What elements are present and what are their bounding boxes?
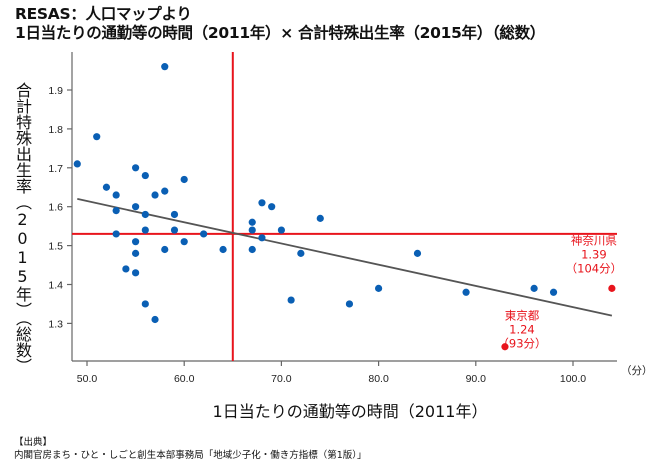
data-point	[413, 249, 422, 257]
source-label: 【出典】	[14, 437, 53, 448]
data-point	[287, 296, 295, 304]
chart-title-line1: RESAS：人口マップより	[15, 5, 192, 23]
data-point	[102, 183, 111, 191]
data-point	[132, 164, 140, 172]
data-point	[268, 203, 276, 211]
y-tick-label: 1.7	[48, 163, 63, 175]
data-point	[462, 288, 470, 296]
data-point	[297, 249, 305, 257]
highlight-value: 1.24	[509, 323, 535, 337]
data-point	[549, 288, 558, 296]
data-point	[112, 230, 120, 238]
x-tick-label: 50.0	[77, 373, 98, 385]
data-point	[93, 133, 101, 141]
data-point	[345, 300, 354, 308]
data-point	[180, 175, 188, 184]
y-tick-label: 1.5	[48, 241, 63, 253]
data-point	[151, 315, 159, 324]
data-point	[170, 226, 179, 234]
data-point	[132, 269, 140, 277]
y-tick-label: 1.8	[48, 124, 63, 136]
x-tick-label: 60.0	[174, 373, 195, 385]
data-point	[316, 214, 324, 222]
highlight-time: （104分）	[566, 261, 622, 275]
x-tick-label: 100.0	[560, 373, 586, 385]
data-point	[73, 160, 81, 168]
data-point	[141, 226, 149, 234]
y-tick-label: 1.6	[48, 202, 63, 214]
data-point	[200, 230, 208, 238]
x-tick-label: 70.0	[271, 373, 292, 385]
highlight-point	[608, 284, 616, 292]
data-point	[170, 210, 179, 219]
x-axis-label: 1日当たりの通勤等の時間（2011年）	[212, 402, 488, 421]
data-point	[112, 191, 120, 199]
data-point	[258, 199, 266, 207]
x-tick-label: 90.0	[466, 373, 487, 385]
data-point	[132, 249, 140, 257]
highlight-point	[501, 343, 509, 351]
x-unit-label: （分）	[621, 365, 650, 377]
data-point	[122, 265, 130, 273]
data-point	[530, 284, 538, 292]
data-point	[219, 245, 227, 254]
data-point	[112, 206, 120, 215]
data-point	[161, 245, 169, 254]
y-tick-label: 1.9	[48, 85, 63, 97]
highlight-value: 1.39	[581, 247, 607, 261]
y-tick-label: 1.3	[48, 318, 63, 330]
data-point	[132, 238, 140, 246]
y-tick-label: 1.4	[48, 280, 63, 292]
data-point	[132, 203, 140, 211]
data-point	[375, 284, 383, 292]
chart-title-line2: 1日当たりの通勤等の時間（2011年）× 合計特殊出生率（2015年）（総数）	[15, 24, 546, 42]
data-point	[141, 210, 149, 219]
highlight-name: 神奈川県	[571, 233, 617, 247]
data-point	[161, 63, 169, 71]
data-point	[180, 238, 188, 246]
source-text: 内閣官房まち・ひと・しごと創生本部事務局「地域少子化・働き方指標（第1版）」	[14, 450, 367, 461]
x-tick-label: 80.0	[368, 373, 389, 385]
data-point	[141, 171, 149, 180]
trend-line	[77, 198, 613, 317]
highlight-name: 東京都	[505, 309, 540, 323]
y-axis-label: 合計特殊出生率（2015年）（総数）	[13, 82, 32, 374]
highlight-time: （93分）	[497, 337, 546, 351]
data-point	[248, 226, 256, 234]
data-point	[277, 226, 285, 234]
data-point	[141, 300, 149, 308]
data-point	[258, 234, 266, 242]
data-point	[248, 218, 256, 226]
data-point	[151, 191, 159, 199]
data-point	[248, 245, 256, 254]
data-point	[161, 187, 169, 195]
